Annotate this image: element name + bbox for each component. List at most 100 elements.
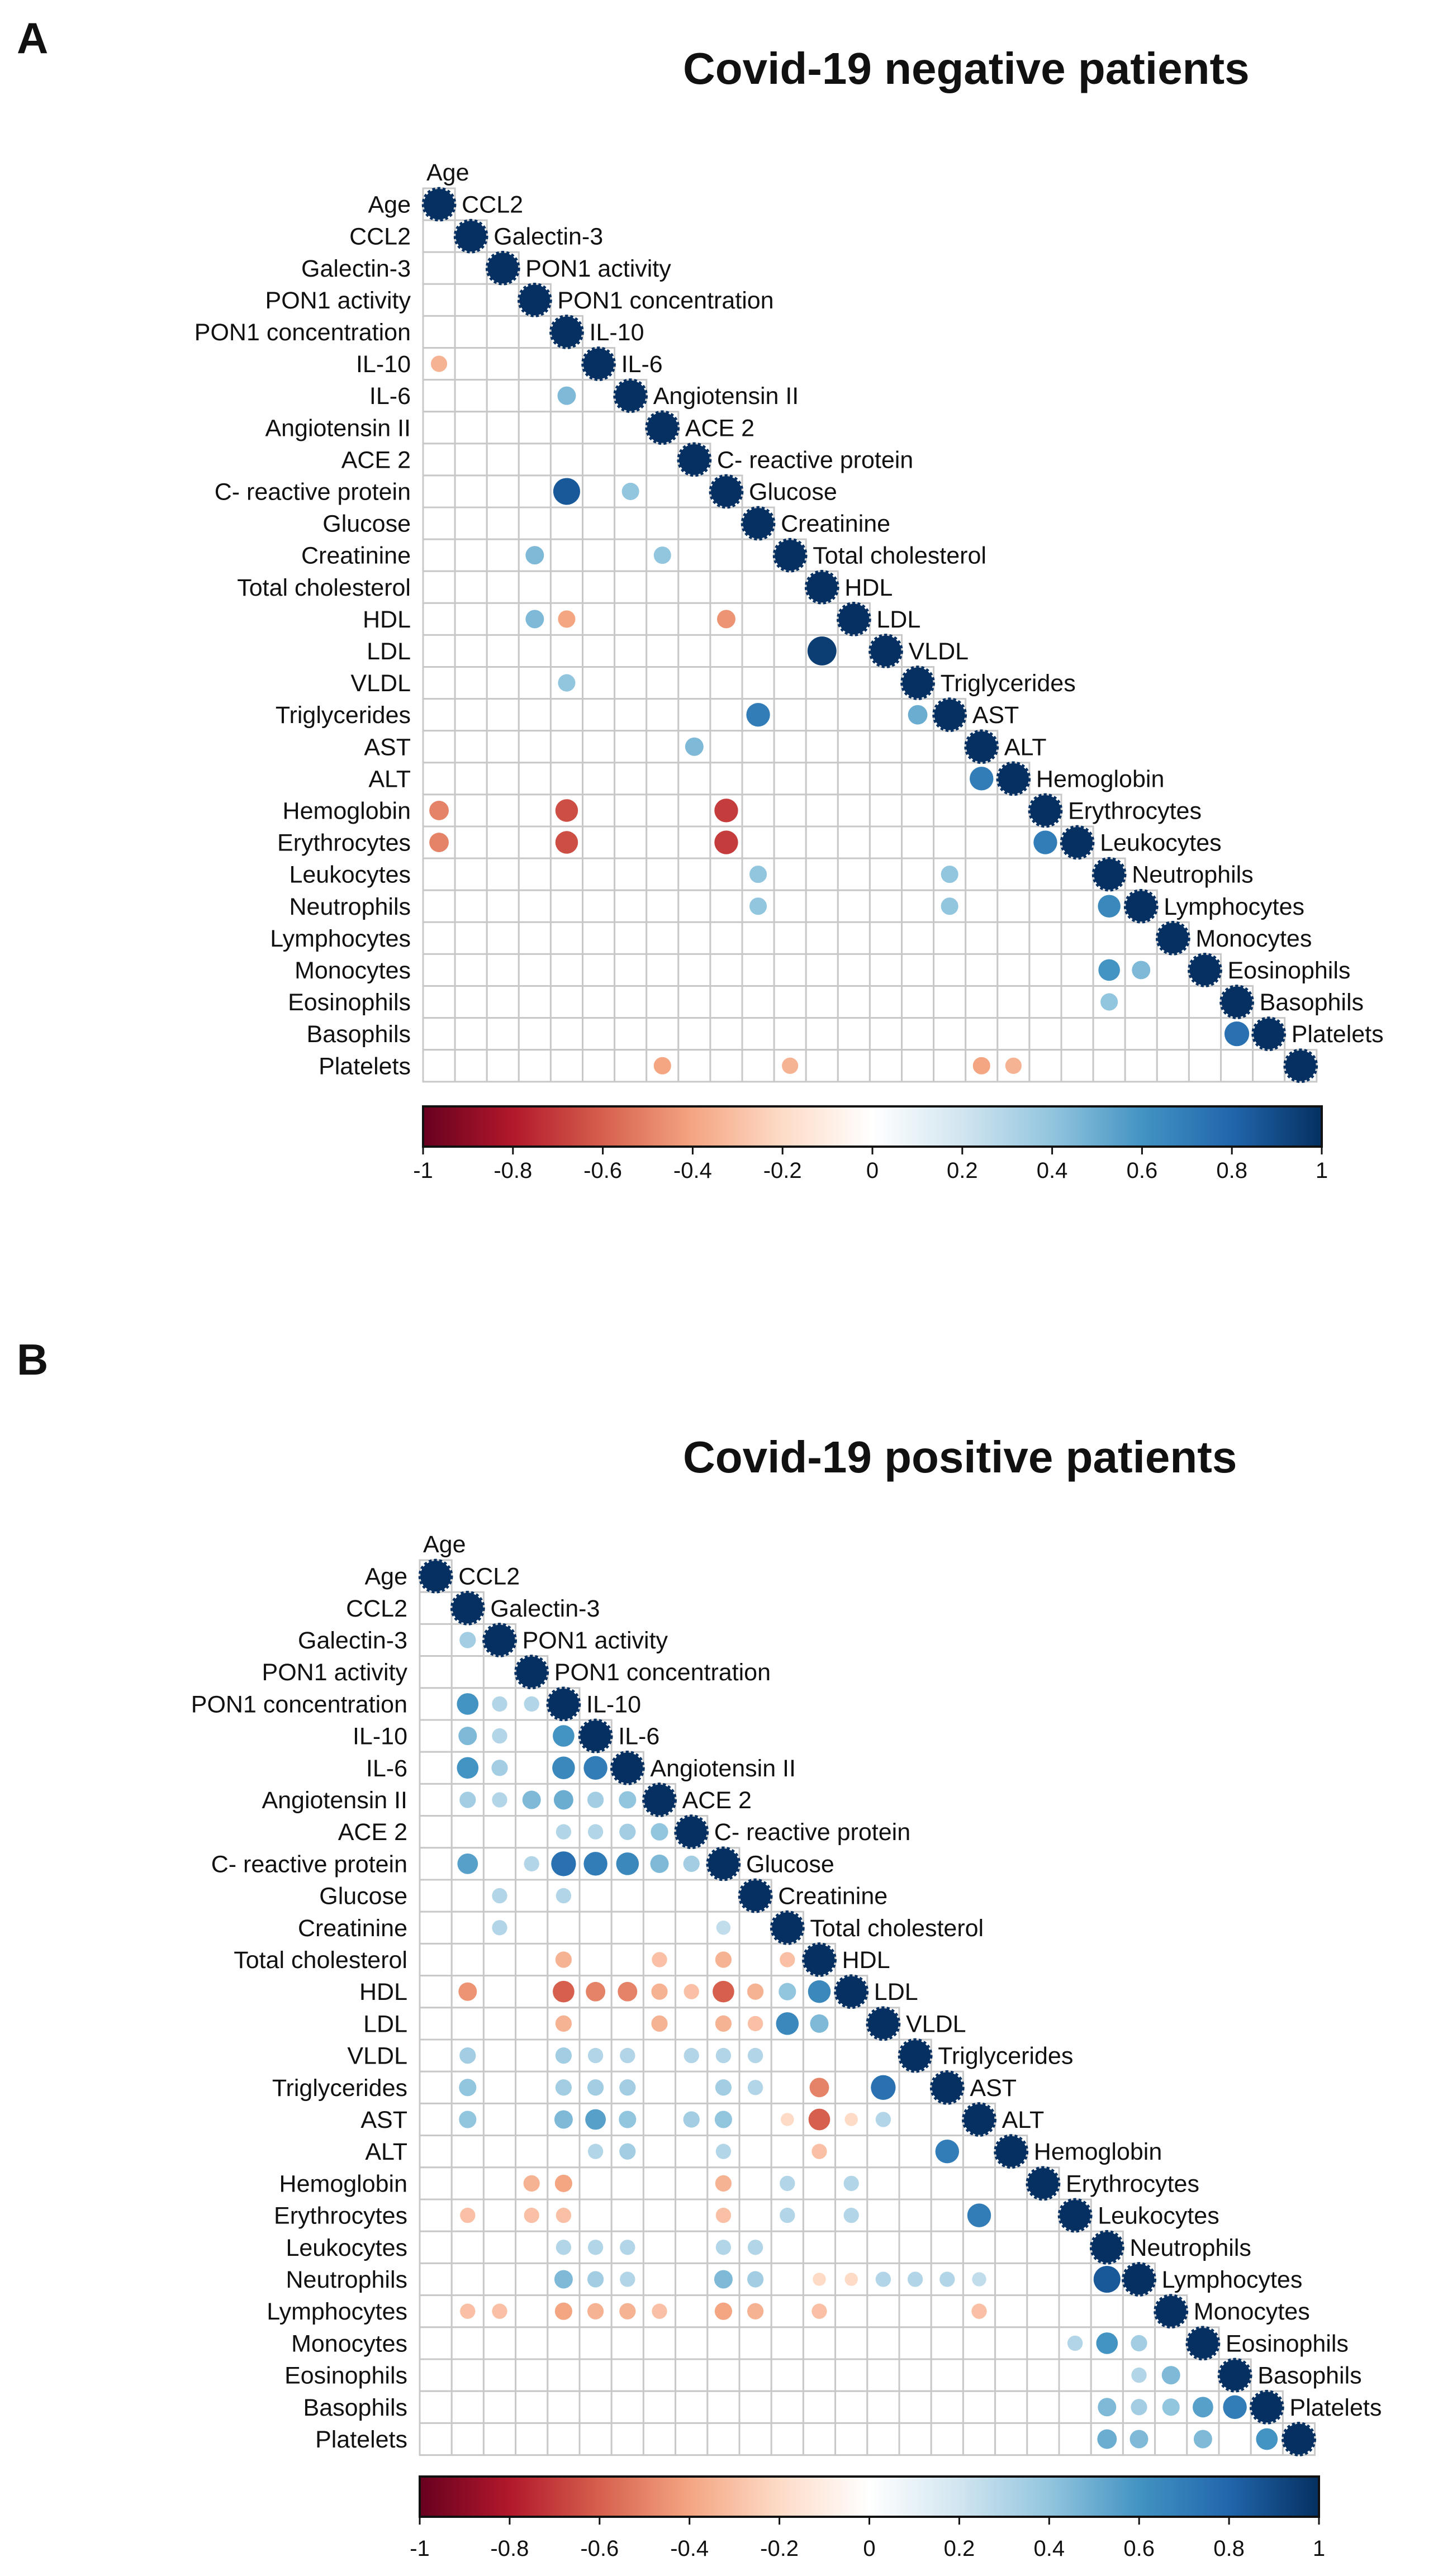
correlation-marker xyxy=(747,2047,763,2064)
grid-cell xyxy=(614,506,648,540)
correlation-marker xyxy=(553,478,580,505)
grid-cell xyxy=(422,921,456,955)
grid-cell xyxy=(706,2390,741,2424)
correlation-marker xyxy=(811,2303,827,2319)
grid-cell xyxy=(419,1783,453,1817)
grid-cell xyxy=(646,921,680,955)
grid-cell xyxy=(549,634,584,668)
grid-cell xyxy=(773,985,807,1019)
grid-cell xyxy=(518,985,552,1019)
correlation-marker xyxy=(1098,2398,1117,2417)
grid-cell xyxy=(547,2390,581,2424)
grid-cell xyxy=(486,985,520,1019)
chart-title: Covid-19 negative patients xyxy=(683,44,1250,93)
grid-cell xyxy=(450,2135,485,2169)
grid-cell xyxy=(1188,1049,1222,1083)
grid-cell xyxy=(965,857,999,891)
grid-cell xyxy=(709,730,743,764)
grid-cell xyxy=(486,602,520,636)
colorbar xyxy=(419,2475,1320,2518)
row-label: ACE 2 xyxy=(341,446,411,473)
grid-cell xyxy=(898,2230,932,2264)
grid-cell xyxy=(419,1623,453,1657)
grid-cell xyxy=(646,730,680,764)
grid-cell xyxy=(482,1975,517,2009)
grid-cell xyxy=(709,698,743,732)
correlation-marker xyxy=(1162,2398,1180,2416)
correlation-marker xyxy=(1005,1057,1022,1074)
correlation-marker xyxy=(683,1855,700,1872)
grid-cell xyxy=(614,634,648,668)
grid-cell xyxy=(741,634,775,668)
grid-cell xyxy=(677,953,711,987)
grid-cell xyxy=(866,2230,900,2264)
grid-cell xyxy=(450,2007,485,2041)
column-label: Glucose xyxy=(746,1851,834,1878)
colorbar-tick-label: -0.6 xyxy=(583,1158,622,1183)
grid-cell xyxy=(454,474,488,508)
grid-cell xyxy=(933,1049,967,1083)
correlation-marker xyxy=(553,1790,573,1810)
grid-cell xyxy=(610,2198,644,2232)
grid-cell xyxy=(802,2326,837,2360)
grid-cell xyxy=(419,2294,453,2328)
correlation-marker xyxy=(524,2207,539,2223)
row-label: Creatinine xyxy=(298,1915,407,1942)
correlation-marker xyxy=(807,636,837,666)
grid-cell xyxy=(709,889,743,923)
row-label: Neutrophils xyxy=(286,2266,408,2293)
column-label: LDL xyxy=(876,606,920,633)
row-label: PON1 concentration xyxy=(191,1691,407,1718)
grid-cell xyxy=(837,857,871,891)
grid-cell xyxy=(1220,1049,1254,1083)
grid-cell xyxy=(1026,2230,1060,2264)
grid-cell xyxy=(962,2326,996,2360)
grid-cell xyxy=(646,953,680,987)
grid-cell xyxy=(962,2358,996,2392)
grid-cell xyxy=(450,2230,485,2264)
grid-cell xyxy=(419,2038,453,2073)
correlation-marker xyxy=(1067,2335,1083,2351)
grid-cell xyxy=(1058,2390,1092,2424)
row-label: ACE 2 xyxy=(338,1819,407,1846)
column-label: Basophils xyxy=(1260,989,1364,1016)
correlation-marker xyxy=(908,705,928,725)
grid-cell xyxy=(1060,953,1094,987)
grid-cell xyxy=(454,889,488,923)
correlation-marker xyxy=(620,2047,635,2064)
column-label: Hemoglobin xyxy=(1034,2138,1162,2165)
colorbar-tick-label: 1 xyxy=(1313,2536,1325,2561)
grid-cell xyxy=(614,1017,648,1051)
column-label: ALT xyxy=(1004,734,1047,761)
grid-cell xyxy=(486,411,520,445)
grid-cell xyxy=(805,793,839,828)
grid-cell xyxy=(610,1942,644,1977)
grid-cell xyxy=(1060,889,1094,923)
grid-cell xyxy=(675,2262,709,2297)
grid-cell xyxy=(773,634,807,668)
grid-cell xyxy=(518,793,552,828)
grid-cell xyxy=(486,857,520,891)
grid-cell xyxy=(1028,985,1062,1019)
correlation-marker xyxy=(457,1693,479,1715)
grid-cell xyxy=(454,347,488,381)
column-label: CCL2 xyxy=(462,192,523,218)
correlation-marker xyxy=(458,1982,477,2001)
correlation-marker xyxy=(1185,2326,1221,2361)
grid-cell xyxy=(454,857,488,891)
grid-cell xyxy=(518,411,552,445)
column-label: PON1 activity xyxy=(525,255,671,282)
grid-cell xyxy=(1124,1049,1158,1083)
grid-cell xyxy=(773,953,807,987)
grid-cell xyxy=(646,762,680,796)
grid-cell xyxy=(965,889,999,923)
grid-cell xyxy=(482,2038,517,2073)
grid-cell xyxy=(642,2198,677,2232)
correlation-marker xyxy=(1155,920,1190,956)
grid-cell xyxy=(549,730,584,764)
grid-cell xyxy=(422,953,456,987)
grid-cell xyxy=(419,2422,453,2456)
grid-cell xyxy=(677,793,711,828)
grid-cell xyxy=(802,2358,837,2392)
correlation-marker xyxy=(555,799,578,822)
